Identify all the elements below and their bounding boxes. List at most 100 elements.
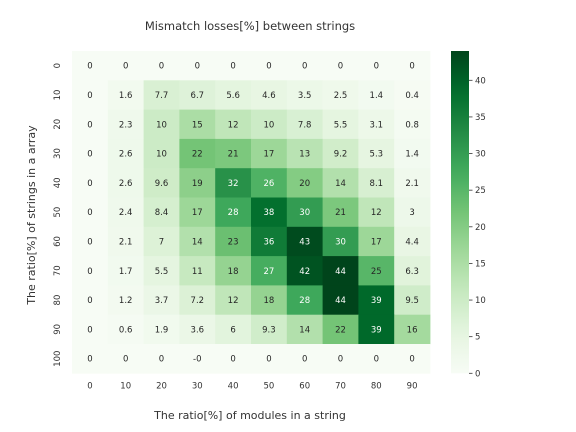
heatmap-cell: [322, 285, 359, 316]
x-tick-label: 10: [120, 381, 131, 391]
heatmap-cell: [251, 226, 288, 257]
cell-value-label: 14: [299, 325, 310, 335]
cell-value-label: 0: [230, 355, 235, 365]
heatmap-cell: [107, 80, 144, 110]
heatmap-cell: [286, 197, 323, 228]
heatmap-cell: [358, 138, 395, 169]
cell-value-label: 2.6: [119, 179, 133, 189]
cell-value-label: 36: [263, 237, 274, 247]
y-tick-label: 50: [53, 207, 63, 218]
heatmap-cell: [179, 80, 216, 110]
cell-value-label: 0: [302, 62, 307, 72]
heatmap-cell: [215, 314, 252, 345]
x-tick-label: 60: [299, 381, 310, 391]
heatmap-cell: [179, 138, 216, 169]
heatmap-cell: [143, 109, 180, 140]
heatmap-cell: [143, 168, 180, 198]
cell-value-label: 2.5: [334, 91, 348, 101]
heatmap-cell: [143, 51, 180, 81]
x-tick-label: 50: [263, 381, 274, 391]
cell-value-label: 2.4: [119, 208, 133, 218]
cell-value-label: 1.9: [155, 325, 169, 335]
cell-value-label: 0: [409, 355, 414, 365]
cell-value-label: 0: [87, 296, 92, 306]
heatmap-cell: [143, 344, 180, 374]
heatmap-cell: [286, 256, 323, 286]
colorbar-tick-label: 5: [475, 333, 480, 343]
heatmap-cells: 0 0 0 0 0 0 0 0 0 0 0 1.6 7.7 6.7 5.6 4.6 3.5 2.5 1.4 0.4 0 2…: [72, 51, 431, 374]
cell-value-label: 5.5: [155, 267, 169, 277]
heatmap-cell: [107, 226, 144, 257]
heatmap-cell: [107, 197, 144, 228]
heatmap-cell: [358, 344, 395, 374]
y-tick-label: 60: [53, 236, 63, 247]
cell-value-label: 0: [195, 62, 200, 72]
colorbar-tick-label: 10: [475, 296, 486, 306]
cell-value-label: 0: [87, 179, 92, 189]
heatmap-cell: [394, 197, 431, 228]
heatmap-cell: [72, 344, 109, 374]
x-tick-label: 0: [87, 381, 92, 391]
cell-value-label: 18: [228, 267, 239, 277]
heatmap-cell: [72, 314, 109, 345]
heatmap-cell: [286, 168, 323, 198]
cell-value-label: 0: [87, 325, 92, 335]
heatmap-cell: [251, 109, 288, 140]
cell-value-label: 10: [156, 150, 167, 160]
heatmap-cell: [143, 80, 180, 110]
heatmap-cell: [107, 51, 144, 81]
heatmap-cell: [72, 226, 109, 257]
colorbar-tick-label: 25: [475, 186, 486, 196]
heatmap-cell: [107, 256, 144, 286]
cell-value-label: 0: [302, 355, 307, 365]
heatmap-cell: [72, 51, 109, 81]
heatmap-cell: [358, 197, 395, 228]
heatmap-cell: [286, 344, 323, 374]
cell-value-label: 21: [335, 208, 346, 218]
heatmap-cell: [107, 168, 144, 198]
x-tick-label: 40: [228, 381, 239, 391]
cell-value-label: 10: [156, 120, 167, 130]
heatmap-cell: [215, 256, 252, 286]
heatmap-cell: [394, 226, 431, 257]
x-axis-label: The ratio[%] of modules in a string: [153, 409, 346, 422]
cell-value-label: 0: [87, 150, 92, 160]
cell-value-label: 0: [338, 355, 343, 365]
heatmap-cell: [107, 314, 144, 345]
heatmap-cell: [322, 344, 359, 374]
colorbar-tick-label: 20: [475, 223, 486, 233]
heatmap-cell: [322, 138, 359, 169]
heatmap-cell: [143, 197, 180, 228]
heatmap-cell: [322, 51, 359, 81]
cell-value-label: 26: [263, 179, 274, 189]
heatmap-cell: [215, 168, 252, 198]
heatmap-cell: [394, 109, 431, 140]
cell-value-label: 32: [228, 179, 239, 189]
cell-value-label: 7: [159, 237, 164, 247]
heatmap-cell: [179, 51, 216, 81]
cell-value-label: 1.7: [119, 267, 133, 277]
heatmap-cell: [72, 197, 109, 228]
cell-value-label: 2.1: [119, 237, 133, 247]
y-tick-label: 80: [53, 295, 63, 306]
cell-value-label: 0: [374, 62, 379, 72]
heatmap-cell: [322, 314, 359, 345]
heatmap-cell: [358, 109, 395, 140]
heatmap-cell: [143, 138, 180, 169]
cell-value-label: 0.8: [405, 120, 419, 130]
cell-value-label: 6.3: [405, 267, 419, 277]
cell-value-label: 0: [87, 237, 92, 247]
cell-value-label: 28: [228, 208, 239, 218]
heatmap-cell: [251, 197, 288, 228]
cell-value-label: 43: [299, 237, 310, 247]
cell-value-label: 9.2: [334, 150, 348, 160]
heatmap-cell: [251, 80, 288, 110]
cell-value-label: 13: [299, 150, 310, 160]
heatmap-cell: [143, 226, 180, 257]
cell-value-label: 4.4: [405, 237, 419, 247]
cell-value-label: 9.3: [262, 325, 276, 335]
heatmap-cell: [215, 285, 252, 316]
cell-value-label: 1.2: [119, 296, 133, 306]
y-axis-label: The ratio[%] of strings in a array: [25, 125, 38, 306]
heatmap-cell: [358, 285, 395, 316]
